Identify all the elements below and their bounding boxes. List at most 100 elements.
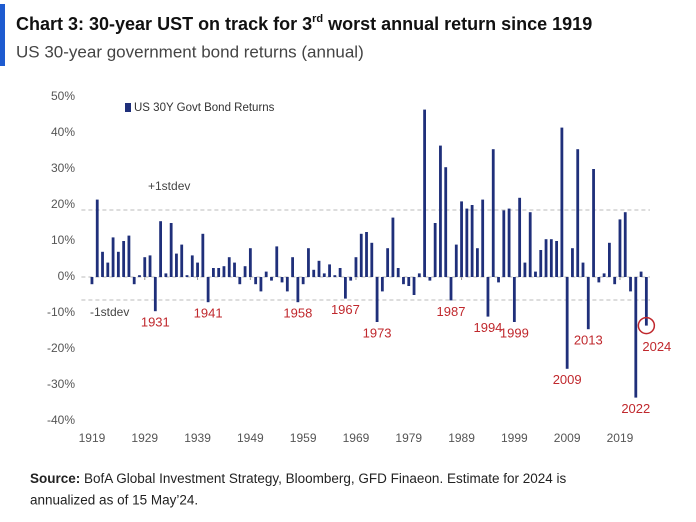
bar (201, 233, 205, 277)
bar (460, 201, 463, 277)
stdev-label: -1stdev (90, 305, 129, 319)
highlight-circle (637, 316, 656, 335)
bar (275, 246, 279, 277)
legend-label: US 30Y Govt Bond Returns (134, 102, 275, 114)
bar (465, 208, 469, 277)
year-annotation: 2022 (621, 401, 650, 416)
bar (565, 277, 569, 369)
y-tick-label: 10% (51, 233, 75, 247)
bar (338, 268, 342, 277)
year-annotation: 1987 (437, 304, 466, 319)
bar (365, 232, 368, 277)
bar (629, 277, 632, 292)
bar (132, 277, 136, 285)
bar (386, 248, 390, 277)
bar (264, 271, 268, 277)
bar (312, 269, 316, 277)
bar (90, 277, 94, 285)
bar (602, 273, 606, 277)
bar (238, 277, 242, 285)
x-tick-label: 2019 (607, 431, 634, 445)
bar (180, 244, 184, 277)
bar (491, 149, 495, 277)
x-tick-label: 1939 (184, 431, 211, 445)
bar (454, 244, 458, 277)
bar (301, 277, 305, 285)
bar (153, 277, 157, 312)
bar (143, 257, 147, 277)
x-tick-label: 1959 (290, 431, 317, 445)
year-annotation: 1958 (283, 306, 312, 321)
bar (233, 262, 236, 277)
bar (481, 199, 485, 277)
bar (370, 242, 374, 277)
bar (597, 277, 601, 283)
bar (476, 248, 479, 277)
bar (592, 169, 595, 277)
bar (111, 237, 115, 277)
bar (486, 277, 490, 317)
title-accent (0, 4, 5, 66)
bar (380, 277, 384, 292)
x-tick-label: 1989 (448, 431, 475, 445)
bar (375, 277, 379, 322)
bar (576, 149, 580, 277)
bar (539, 250, 543, 277)
bar (560, 127, 564, 277)
bar (549, 239, 553, 277)
bar (212, 268, 215, 277)
bar (512, 277, 516, 322)
bar (344, 277, 347, 299)
bar (407, 277, 411, 286)
y-tick-label: -40% (47, 413, 75, 427)
year-annotation: 2024 (642, 339, 671, 354)
bar (523, 262, 527, 277)
bar (644, 277, 648, 326)
bar (169, 223, 173, 277)
bar (428, 277, 432, 281)
year-annotation: 1973 (363, 325, 392, 340)
x-tick-label: 1949 (237, 431, 264, 445)
bar (623, 212, 627, 277)
bar (291, 257, 294, 277)
bar (634, 277, 638, 398)
y-tick-label: 0% (58, 269, 76, 283)
bar (571, 248, 574, 277)
year-annotation: 1967 (331, 302, 360, 317)
chart-subtitle: US 30-year government bond returns (annu… (16, 42, 364, 61)
bar (449, 277, 453, 301)
year-annotation: 2013 (574, 333, 603, 348)
bar (270, 277, 273, 281)
bar (333, 275, 337, 277)
bar (417, 273, 421, 277)
bar (190, 255, 194, 277)
bar (138, 275, 141, 277)
y-tick-label: 30% (51, 161, 75, 175)
bar (586, 277, 590, 330)
bar (439, 145, 442, 277)
bar (528, 212, 532, 277)
bar (354, 257, 358, 277)
y-tick-label: -20% (47, 341, 75, 355)
chart-title: Chart 3: 30-year UST on track for 3rd wo… (16, 13, 592, 34)
bar (608, 242, 611, 277)
bar (127, 235, 131, 277)
bar (248, 248, 252, 277)
bar (243, 266, 247, 277)
y-tick-label: -10% (47, 305, 75, 319)
bar (322, 273, 326, 277)
source-note: Source: BofA Global Investment Strategy,… (30, 471, 566, 486)
bar (534, 271, 537, 277)
source-note: annualized as of 15 May’24. (30, 493, 198, 508)
bar (581, 262, 585, 277)
y-tick-label: 50% (51, 89, 75, 103)
bar (328, 264, 331, 277)
year-annotation: 1941 (194, 306, 223, 321)
bar (285, 277, 289, 292)
bar (613, 277, 617, 285)
bar (101, 251, 104, 277)
year-annotation: 1999 (500, 325, 529, 340)
x-tick-label: 1919 (79, 431, 106, 445)
bar (196, 262, 199, 277)
bar (106, 262, 110, 277)
